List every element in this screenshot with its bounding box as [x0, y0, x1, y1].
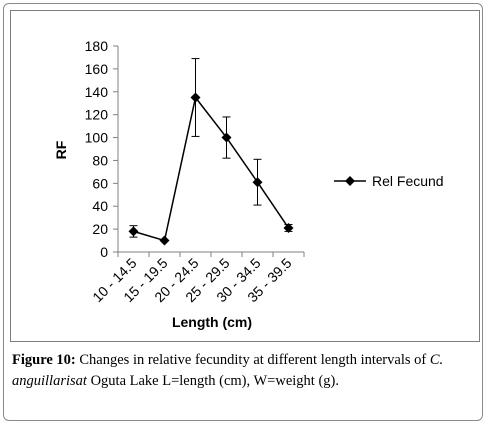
- y-tick-label: 0: [100, 244, 108, 260]
- caption-text-2: Oguta Lake L=length (cm), W=weight (g).: [86, 373, 339, 389]
- y-tick-label: 160: [85, 61, 109, 77]
- legend-marker: [345, 176, 355, 186]
- caption-label: Figure 10:: [12, 352, 76, 368]
- series-lines: [133, 95, 290, 242]
- y-tick-label: 20: [92, 221, 108, 237]
- data-point-marker: [221, 132, 232, 143]
- legend: Rel Fecund: [334, 173, 444, 189]
- y-axis-label: RF: [53, 140, 69, 159]
- line-chart: 0 20 40 60 80 100 120 140 160 180 10 - 14.515 - 1…: [53, 38, 444, 330]
- series-markers: [128, 92, 294, 246]
- caption-text-1: Changes in relative fecundity at differe…: [75, 352, 430, 368]
- data-point-marker: [283, 222, 294, 233]
- y-tick-labels: 0 20 40 60 80 100 120 140 160 180: [85, 38, 109, 260]
- error-bars: [129, 58, 293, 238]
- data-point-marker: [190, 92, 201, 103]
- data-point-marker: [252, 177, 263, 188]
- x-tick-labels: 10 - 14.515 - 19.520 - 24.525 - 29.530 -…: [89, 255, 295, 306]
- data-point-marker: [159, 235, 170, 246]
- y-tick-label: 140: [85, 84, 109, 100]
- data-point-marker: [128, 226, 139, 237]
- y-tick-label: 40: [92, 198, 108, 214]
- y-tick-label: 60: [92, 175, 108, 191]
- figure-caption: Figure 10: Changes in relative fecundity…: [12, 350, 478, 392]
- y-tick-label: 120: [85, 107, 109, 123]
- y-tick-label: 180: [85, 38, 109, 54]
- legend-label: Rel Fecund: [372, 173, 444, 189]
- series-line: [133, 95, 290, 242]
- chart-area: [10, 10, 480, 342]
- y-tick-label: 100: [85, 130, 109, 146]
- x-axis-label: Length (cm): [172, 314, 252, 330]
- y-tick-label: 80: [92, 152, 108, 168]
- caption-species: C. anguillarisat: [12, 352, 444, 389]
- chart-axes: [113, 45, 305, 257]
